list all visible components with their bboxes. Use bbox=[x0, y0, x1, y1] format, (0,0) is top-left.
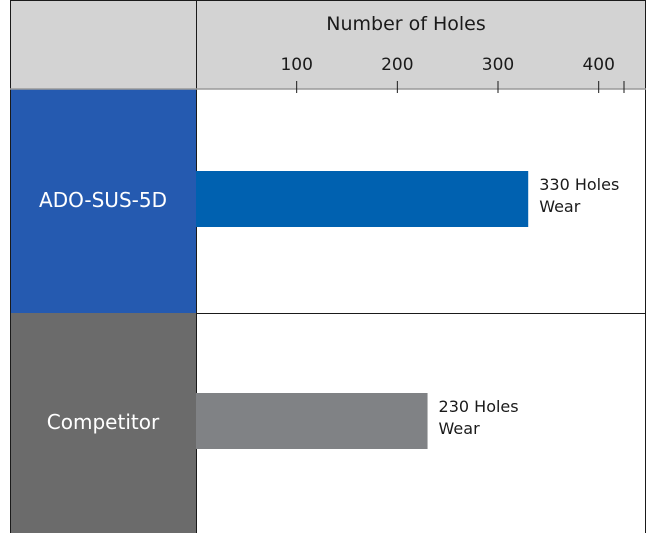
data-label-line-1: 230 Holes bbox=[439, 397, 519, 416]
data-label-line-1: 330 Holes bbox=[539, 175, 619, 194]
data-label-line-2: Wear bbox=[439, 419, 481, 438]
category-labels: ADO-SUS-5D Competitor bbox=[39, 188, 167, 434]
bar-ado-sus-5d bbox=[196, 171, 529, 227]
bars bbox=[196, 171, 529, 449]
x-tick-label-300: 300 bbox=[482, 55, 514, 75]
data-label-line-2: Wear bbox=[539, 197, 581, 216]
category-label-competitor: Competitor bbox=[47, 410, 160, 434]
data-label-ado-sus-5d: 330 Holes Wear bbox=[539, 175, 619, 216]
data-labels: 330 Holes Wear 230 Holes Wear bbox=[439, 175, 620, 438]
category-label-ado-sus-5d: ADO-SUS-5D bbox=[39, 188, 167, 212]
x-tick-label-400: 400 bbox=[582, 55, 614, 75]
x-tick-label-100: 100 bbox=[280, 55, 312, 75]
plot-area bbox=[196, 89, 646, 533]
data-label-competitor: 230 Holes Wear bbox=[439, 397, 519, 438]
header-corner-cell bbox=[10, 0, 196, 89]
bar-competitor bbox=[196, 393, 428, 449]
category-cell-competitor bbox=[10, 313, 196, 533]
header-axis-cell bbox=[196, 0, 646, 89]
x-tick-label-200: 200 bbox=[381, 55, 413, 75]
x-axis-ticks: 100 200 300 400 bbox=[280, 55, 625, 93]
x-axis-title: Number of Holes bbox=[326, 13, 486, 35]
category-cell-ado-sus-5d bbox=[10, 89, 196, 313]
